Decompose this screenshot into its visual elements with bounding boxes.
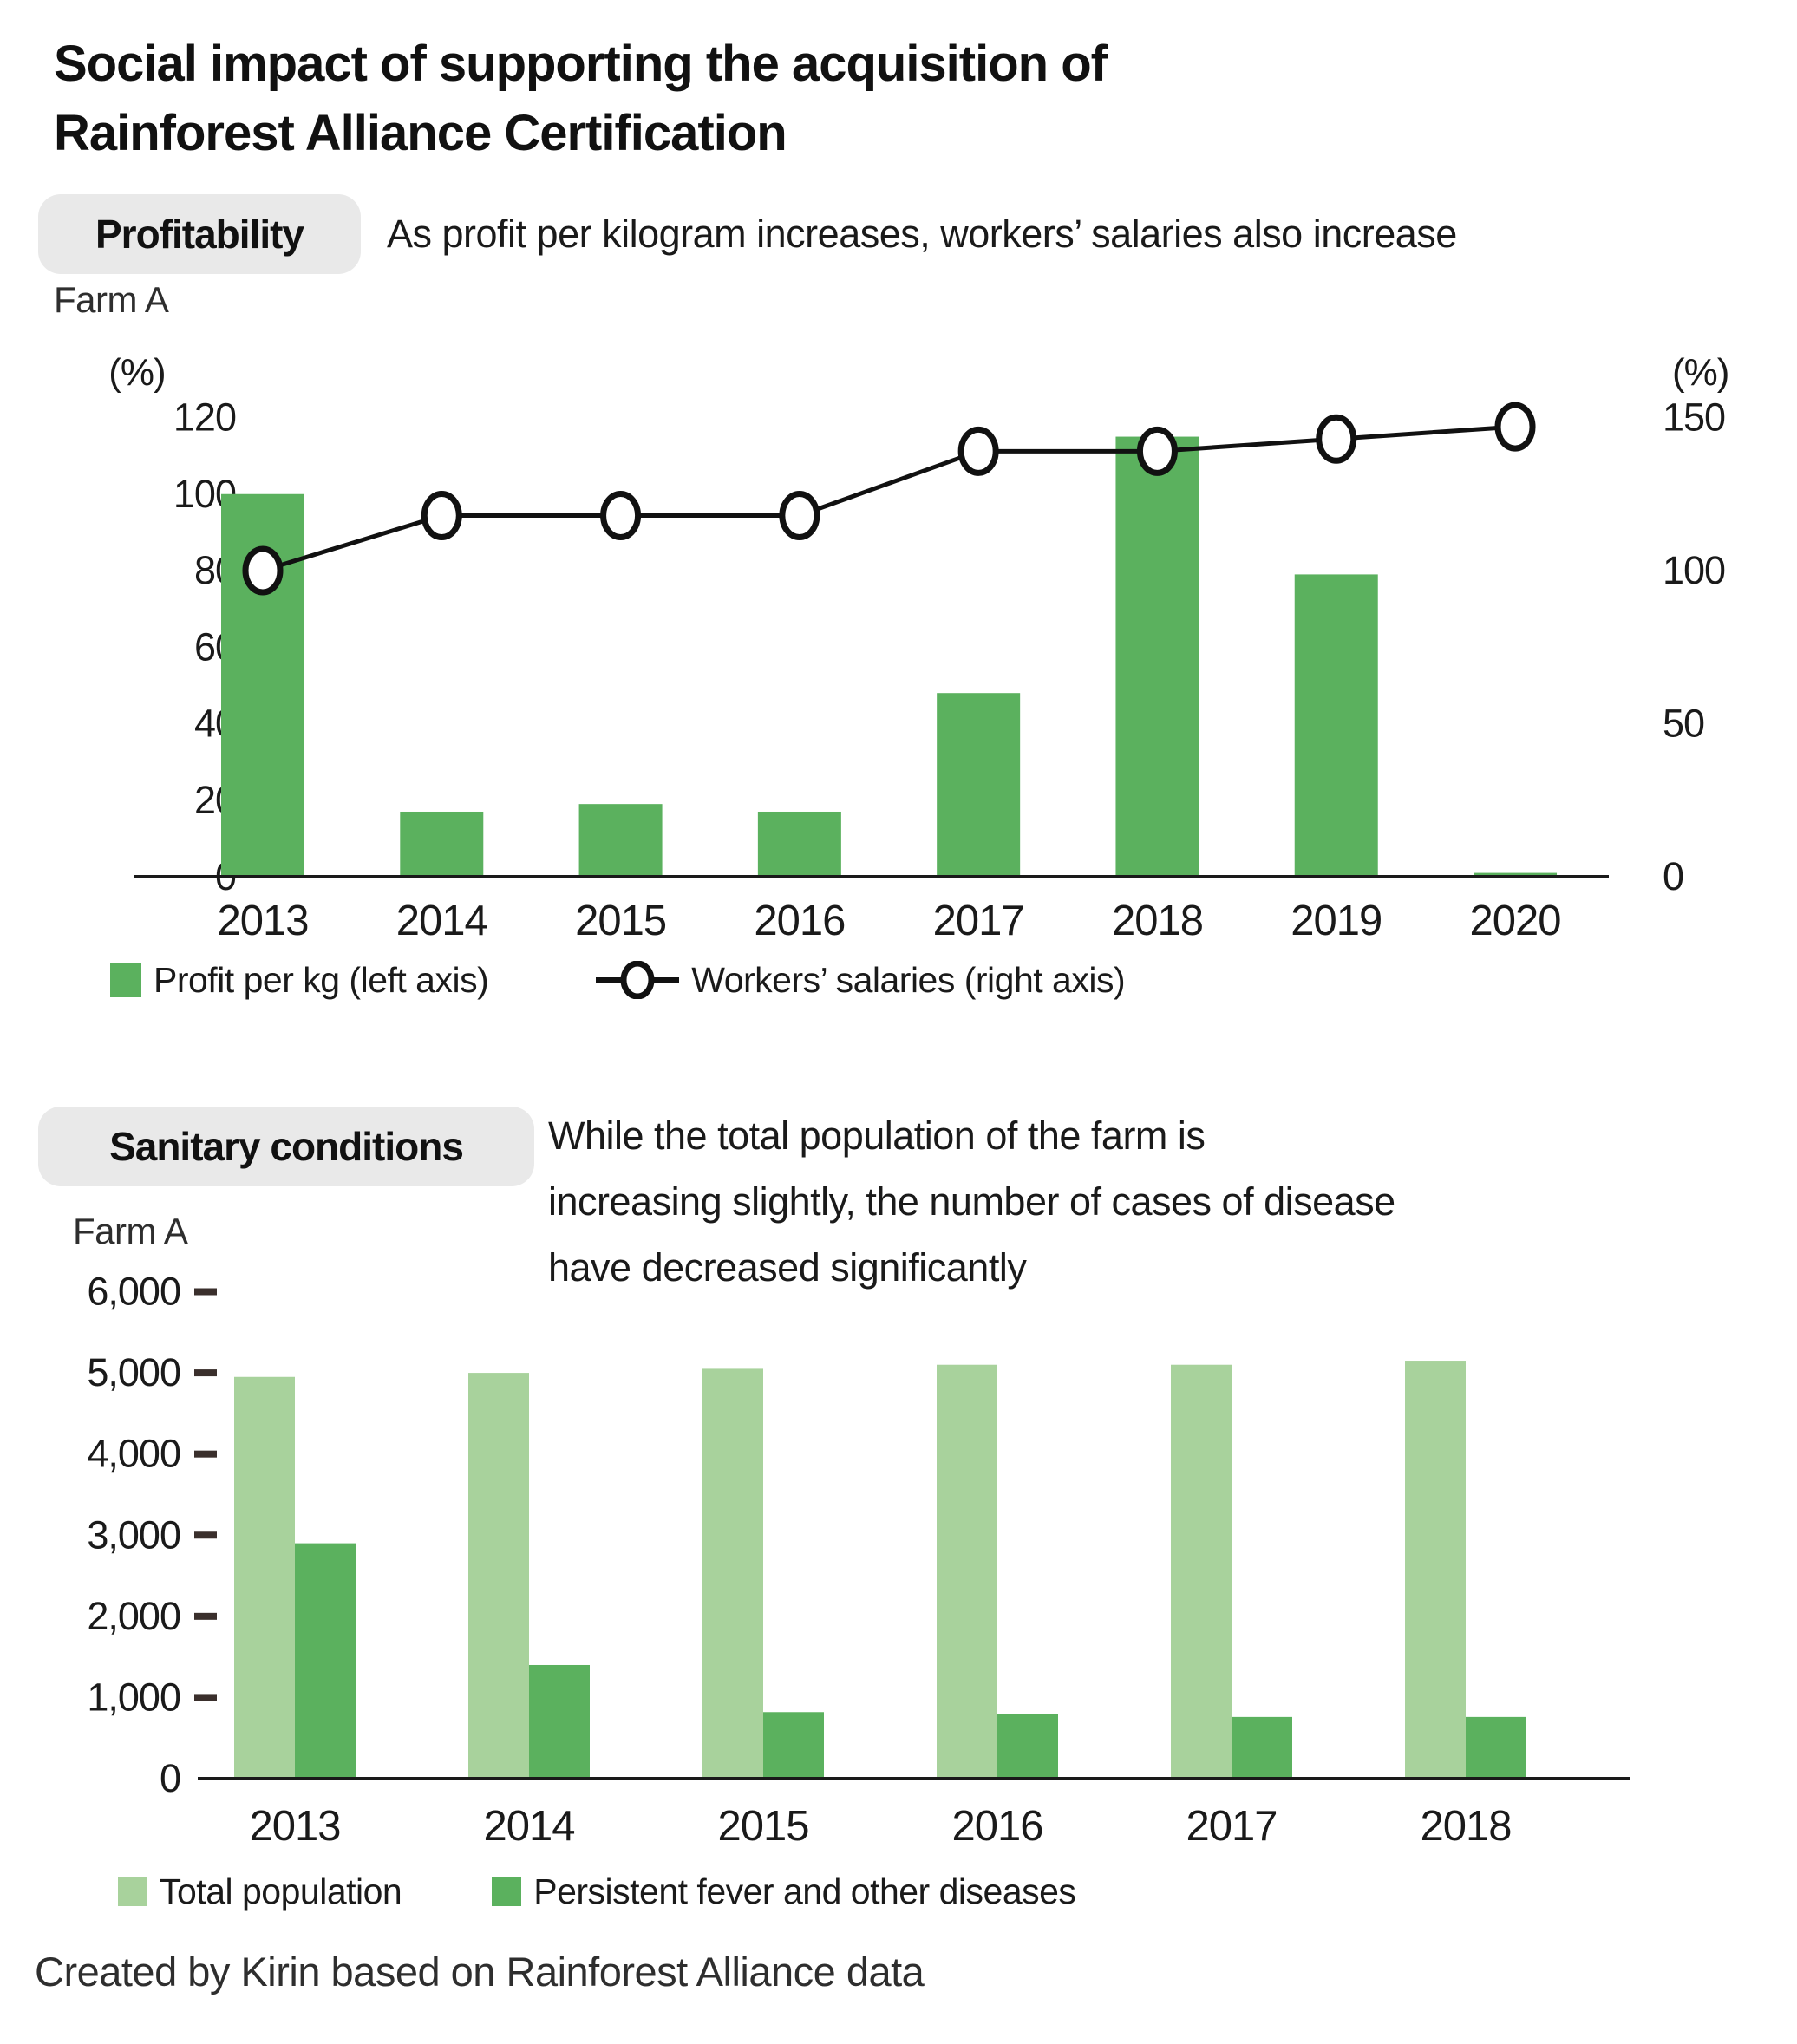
salaries-marker-2020: [1494, 402, 1536, 452]
population-bar-2018: [1405, 1361, 1466, 1779]
x-label-sanitary-2014: 2014: [483, 1803, 574, 1850]
sanitary-description: While the total population of the farm i…: [548, 1103, 1395, 1301]
right-axis-unit: (%): [1672, 351, 1728, 394]
salaries-marker-2014: [421, 490, 462, 540]
x-label-sanitary-2013: 2013: [249, 1803, 340, 1850]
disease-legend-label: Persistent fever and other diseases: [533, 1871, 1076, 1911]
x-label-profitability-2019: 2019: [1291, 898, 1382, 944]
x-label-profitability-2017: 2017: [933, 898, 1024, 944]
x-label-profitability-2020: 2020: [1470, 898, 1561, 944]
y-axis-tick-1000: 1,000: [87, 1675, 180, 1719]
x-label-sanitary-2017: 2017: [1186, 1803, 1277, 1850]
y-axis-tick-3000: 3,000: [87, 1512, 180, 1557]
y-axis-tick-6000: 6,000: [87, 1270, 180, 1314]
population-bar-2014: [468, 1373, 529, 1779]
profitability-legend: Profit per kg (left axis) Workers’ salar…: [110, 959, 1126, 1000]
profit-bar-2014: [400, 811, 484, 877]
sanitary-description-line-3: have decreased significantly: [548, 1245, 1027, 1290]
x-label-sanitary-2016: 2016: [951, 1803, 1042, 1850]
source-note: Created by Kirin based on Rainforest All…: [35, 1949, 925, 1995]
profit-bar-2019: [1294, 574, 1378, 877]
y-axis-tick-mark-5000: [194, 1369, 217, 1377]
line-marker-icon: [596, 961, 680, 999]
page-title-line-1: Social impact of supporting the acquisit…: [54, 36, 1108, 92]
profitability-badge: Profitability: [38, 194, 361, 274]
profit-bar-2018: [1115, 436, 1199, 877]
disease-bar-2018: [1466, 1716, 1526, 1779]
salaries-marker-2018: [1136, 426, 1178, 476]
salaries-line: [262, 424, 1516, 573]
y-axis-tick-mark-2000: [194, 1612, 217, 1620]
disease-bar-2014: [529, 1664, 590, 1779]
right-axis-tick-0: 0: [1663, 854, 1683, 898]
y-axis-tick-5000: 5,000: [87, 1350, 180, 1394]
profit-bar-2015: [578, 804, 663, 877]
population-bar-2017: [1171, 1364, 1232, 1779]
right-axis-tick-50: 50: [1663, 702, 1704, 746]
x-label-profitability-2016: 2016: [754, 898, 845, 944]
disease-bar-2015: [763, 1712, 824, 1779]
salaries-legend-label: Workers’ salaries (right axis): [691, 959, 1126, 1000]
salaries-marker-2015: [600, 490, 642, 540]
profit-bar-swatch-icon: [110, 963, 141, 997]
population-swatch-icon: [118, 1877, 147, 1906]
salaries-marker-2013: [242, 545, 284, 596]
population-legend-label: Total population: [160, 1871, 402, 1911]
population-bar-2016: [937, 1364, 997, 1779]
y-axis-tick-mark-1000: [194, 1694, 217, 1701]
x-label-profitability-2014: 2014: [396, 898, 487, 944]
profit-bar-2017: [937, 693, 1021, 877]
farm-a-label-profitability: Farm A: [54, 279, 169, 320]
sanitary-description-line-1: While the total population of the farm i…: [548, 1113, 1206, 1158]
farm-a-label-sanitary: Farm A: [73, 1211, 188, 1251]
disease-bar-2017: [1232, 1716, 1292, 1779]
x-label-profitability-2015: 2015: [575, 898, 666, 944]
right-axis-tick-150: 150: [1663, 395, 1725, 440]
salaries-marker-2016: [779, 490, 820, 540]
disease-bar-2013: [295, 1543, 356, 1779]
profit-bar-2020: [1474, 872, 1558, 877]
page-title-line-2: Rainforest Alliance Certification: [54, 105, 787, 161]
y-axis-tick-mark-3000: [194, 1531, 217, 1539]
x-label-profitability-2013: 2013: [217, 898, 308, 944]
sanitary-legend: Total population Persistent fever and ot…: [118, 1871, 1076, 1911]
salaries-marker-2017: [957, 426, 999, 476]
sanitary-badge: Sanitary conditions: [38, 1107, 534, 1186]
y-axis-tick-2000: 2,000: [87, 1594, 180, 1638]
x-label-sanitary-2015: 2015: [717, 1803, 808, 1850]
profit-bar-2016: [757, 811, 841, 877]
x-label-profitability-2018: 2018: [1112, 898, 1203, 944]
disease-bar-2016: [997, 1714, 1058, 1779]
left-axis-unit: (%): [108, 351, 165, 394]
right-axis-tick-100: 100: [1663, 548, 1725, 592]
x-label-sanitary-2018: 2018: [1420, 1803, 1511, 1850]
population-bar-2015: [702, 1368, 763, 1779]
left-axis-tick-120: 120: [173, 395, 236, 440]
y-axis-tick-mark-4000: [194, 1450, 217, 1458]
page-title: Social impact of supporting the acquisit…: [54, 29, 1108, 168]
y-axis-tick-mark-6000: [194, 1288, 217, 1296]
disease-swatch-icon: [492, 1877, 522, 1906]
population-bar-2013: [234, 1376, 295, 1779]
sanitary-description-line-2: increasing slightly, the number of cases…: [548, 1179, 1395, 1224]
y-axis-tick-0: 0: [160, 1756, 180, 1800]
profit-legend-label: Profit per kg (left axis): [154, 959, 489, 1000]
salaries-marker-2019: [1316, 414, 1357, 464]
y-axis-tick-4000: 4,000: [87, 1432, 180, 1476]
profitability-description: As profit per kilogram increases, worker…: [387, 212, 1457, 256]
